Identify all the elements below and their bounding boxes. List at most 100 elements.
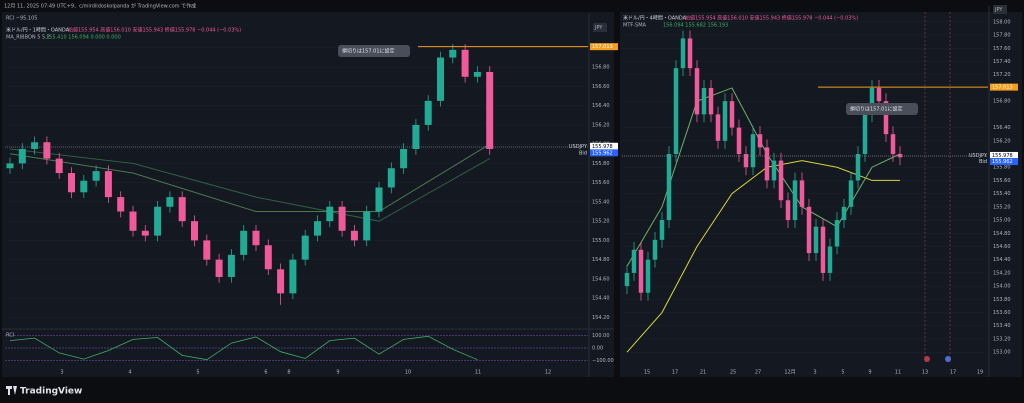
symbol-legend: 米ドル/円・1時間・OANDA	[6, 27, 70, 34]
x-tick-label: 25	[730, 370, 736, 376]
y-tick-label: 156.80	[993, 99, 1011, 105]
candle-body	[314, 221, 321, 236]
rci-label: RCI	[6, 333, 14, 339]
candle-body	[461, 49, 469, 77]
candle-body	[375, 187, 383, 212]
annotation-box	[846, 103, 918, 115]
y-tick-label: 154.80	[993, 231, 1011, 237]
price-tag	[990, 151, 1018, 159]
rci-tick-label: 100.00	[592, 333, 610, 339]
candle-body	[827, 246, 833, 273]
y-tick-label: 156.20	[592, 122, 610, 128]
candle-body	[68, 173, 75, 193]
candle-body	[449, 49, 457, 58]
indicator: MA_RIBBON 5 5.2	[6, 35, 50, 41]
event-icon	[945, 356, 951, 362]
x-tick-label: 17	[672, 370, 678, 376]
candle-body	[6, 163, 14, 169]
candle-body	[400, 148, 408, 169]
x-tick-label: 6	[264, 370, 267, 376]
x-tick-label: 10	[405, 370, 411, 376]
price-tag	[590, 43, 618, 51]
y-tick-label: 154.60	[993, 244, 1011, 250]
price-tag	[590, 142, 618, 150]
candle-body	[277, 269, 285, 294]
currency-box	[593, 23, 607, 32]
indicator: MTF-SMA	[623, 23, 647, 29]
candle-body	[778, 160, 784, 201]
y-tick-label: 155.60	[993, 178, 1011, 184]
currency: JPY	[994, 7, 1003, 13]
moving-average	[9, 148, 490, 222]
price-tag-label: 157.013	[592, 44, 613, 50]
candle-body	[855, 154, 861, 181]
candle-body	[645, 259, 651, 293]
candle-body	[437, 57, 444, 101]
annotation: 損切りは157.01に設定	[342, 48, 395, 55]
caption: 12月 11, 2025 07:49 UTC+9、c/mirdildoskolp…	[4, 3, 196, 10]
x-tick-label: 27	[755, 370, 761, 376]
price-tag-label: 155.962	[592, 150, 613, 156]
y-tick-label: 154.60	[592, 276, 610, 282]
candle-body	[104, 171, 112, 198]
price-tag-label: 155.962	[992, 159, 1013, 165]
price-tag	[990, 83, 1018, 91]
candle-body	[301, 235, 309, 260]
price-tag-label: 157.013	[992, 85, 1013, 91]
candle-body	[834, 220, 840, 247]
candle-body	[876, 87, 882, 102]
candle-body	[792, 180, 798, 221]
y-tick-label: 157.60	[993, 46, 1011, 52]
candle-body	[757, 134, 763, 148]
candle-body	[715, 114, 721, 141]
ohlc-text: 始値155.954 高値156.010 安値155.943 終値155.978 …	[68, 27, 241, 34]
x-tick-label: 13	[922, 370, 928, 376]
candle-body	[412, 124, 420, 149]
logo	[6, 386, 17, 395]
candle-body	[227, 254, 235, 277]
x-tick-label: 9	[868, 370, 871, 376]
candle-body	[813, 226, 819, 254]
brand: TradingView	[20, 387, 82, 397]
candle-body	[486, 71, 494, 149]
candle-body	[743, 154, 749, 168]
y-tick-label: 156.40	[993, 125, 1011, 131]
candle-body	[338, 206, 346, 231]
candle-body	[178, 197, 186, 222]
candle-body	[55, 158, 63, 174]
candle-body	[680, 38, 686, 69]
symbol-legend: 米ドル/円・4時間・OANDA	[623, 15, 687, 22]
candle-body	[708, 87, 714, 115]
candle-body	[764, 147, 770, 181]
y-tick-label: 154.20	[592, 315, 610, 321]
x-tick-label: 9	[336, 370, 339, 376]
candle-body	[841, 206, 847, 221]
candle-body	[18, 148, 26, 164]
candle-body	[673, 68, 679, 155]
y-tick-label: 155.80	[993, 165, 1011, 171]
candle-body	[252, 230, 260, 246]
y-tick-label: 153.40	[993, 323, 1011, 329]
candle-body	[80, 180, 88, 193]
candle-body	[862, 114, 868, 155]
candle-body	[203, 240, 211, 260]
candle-body	[43, 142, 51, 159]
y-tick-label: 154.80	[592, 257, 610, 263]
candle-body	[350, 230, 358, 241]
ohlc-text: 始値155.954 高値156.010 安値155.943 終値155.978 …	[685, 15, 858, 22]
y-tick-label: 155.20	[993, 204, 1011, 210]
candle-body	[666, 154, 672, 221]
y-tick-label: 155.40	[993, 191, 1011, 197]
price-tag-prefix: USDJPY	[569, 144, 588, 150]
y-tick-label: 157.20	[993, 72, 1011, 78]
candle-body	[264, 245, 272, 270]
price-tag-label: 155.978	[992, 153, 1013, 159]
candle-body	[92, 171, 100, 181]
rci-tick-label: 0.00	[592, 346, 603, 352]
y-tick-label: 157.40	[993, 59, 1011, 65]
indicator-values: 155.410 156.094 0.000 0.000	[46, 35, 121, 41]
candle-body	[363, 211, 371, 241]
candle-body	[799, 180, 805, 207]
x-tick-label: 12	[545, 370, 551, 376]
y-tick-label: 154.40	[592, 296, 610, 302]
